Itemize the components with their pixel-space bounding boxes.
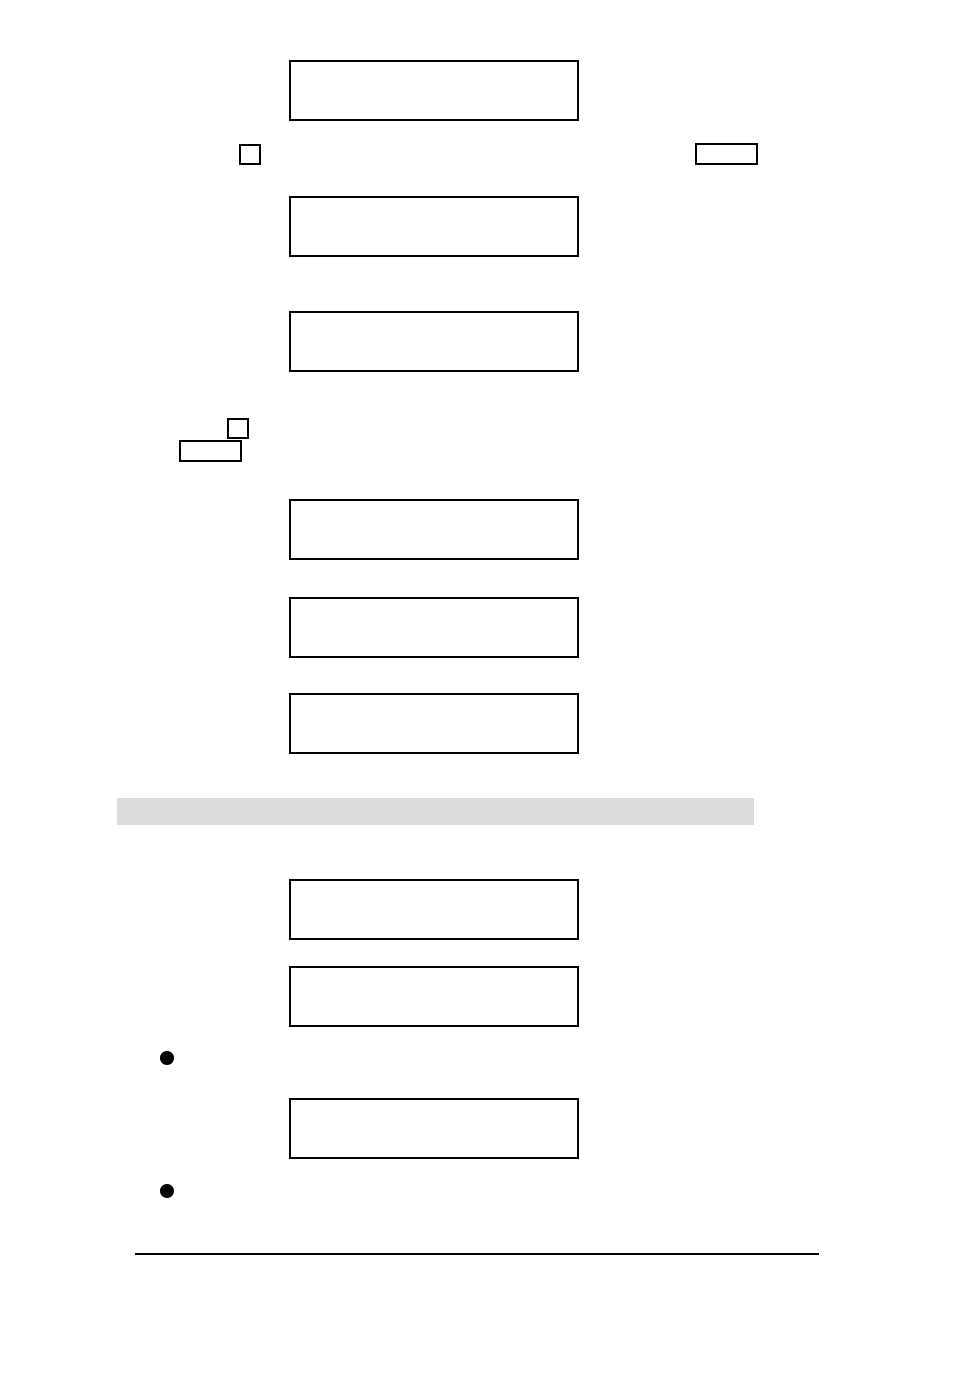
form-box bbox=[289, 597, 579, 658]
bullet-dot bbox=[160, 1051, 174, 1065]
form-box bbox=[289, 1098, 579, 1159]
bullet-dot bbox=[160, 1184, 174, 1198]
form-box bbox=[289, 966, 579, 1027]
footer-rule bbox=[135, 1253, 819, 1255]
form-box bbox=[289, 879, 579, 940]
section-band bbox=[117, 798, 754, 825]
form-box bbox=[289, 693, 579, 754]
small-box bbox=[179, 440, 242, 462]
small-box bbox=[695, 143, 758, 165]
small-box bbox=[239, 144, 261, 165]
form-box bbox=[289, 196, 579, 257]
form-box bbox=[289, 499, 579, 560]
form-box bbox=[289, 60, 579, 121]
small-box bbox=[227, 418, 249, 439]
form-box bbox=[289, 311, 579, 372]
